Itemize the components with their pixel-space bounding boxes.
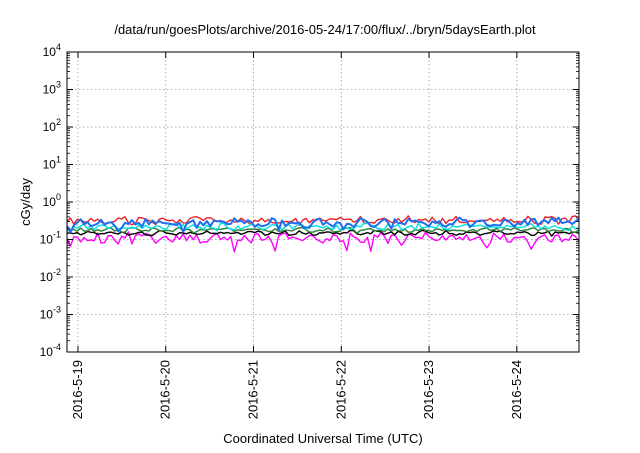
y-tick-label: 104	[43, 42, 61, 59]
series-line	[66, 216, 580, 234]
y-axis-label: cGy/day	[18, 178, 33, 226]
y-tick-label: 102	[43, 117, 61, 134]
grid-lines	[67, 52, 579, 352]
y-tick-label: 10-3	[40, 305, 61, 322]
series-line	[66, 222, 580, 233]
x-axis-label: Coordinated Universal Time (UTC)	[223, 431, 422, 446]
x-tick-label: 2016-5-21	[246, 360, 261, 419]
x-tick-label: 2016-5-22	[333, 360, 348, 419]
y-tick-label: 10-4	[40, 342, 61, 359]
x-tick-label: 2016-5-23	[421, 360, 436, 419]
series-line	[66, 231, 580, 253]
x-tick-label: 2016-5-20	[158, 360, 173, 419]
chart-title: /data/run/goesPlots/archive/2016-05-24/1…	[114, 22, 536, 37]
series-line	[66, 215, 580, 226]
x-tick-label: 2016-5-24	[509, 360, 524, 419]
series-lines	[66, 215, 580, 253]
y-axis: 104 103 102 101 100 10-1 10-2 10-3 10-4	[40, 42, 579, 359]
y-tick-label: 100	[43, 192, 61, 209]
y-tick-label: 103	[43, 80, 61, 97]
y-tick-label: 10-1	[40, 230, 61, 247]
series-line	[66, 229, 580, 237]
y-tick-label: 101	[43, 155, 61, 172]
x-tick-label: 2016-5-19	[70, 360, 85, 419]
y-tick-label: 10-2	[40, 267, 61, 284]
x-axis: 2016-5-19 2016-5-20 2016-5-21 2016-5-22 2016…	[70, 52, 524, 419]
